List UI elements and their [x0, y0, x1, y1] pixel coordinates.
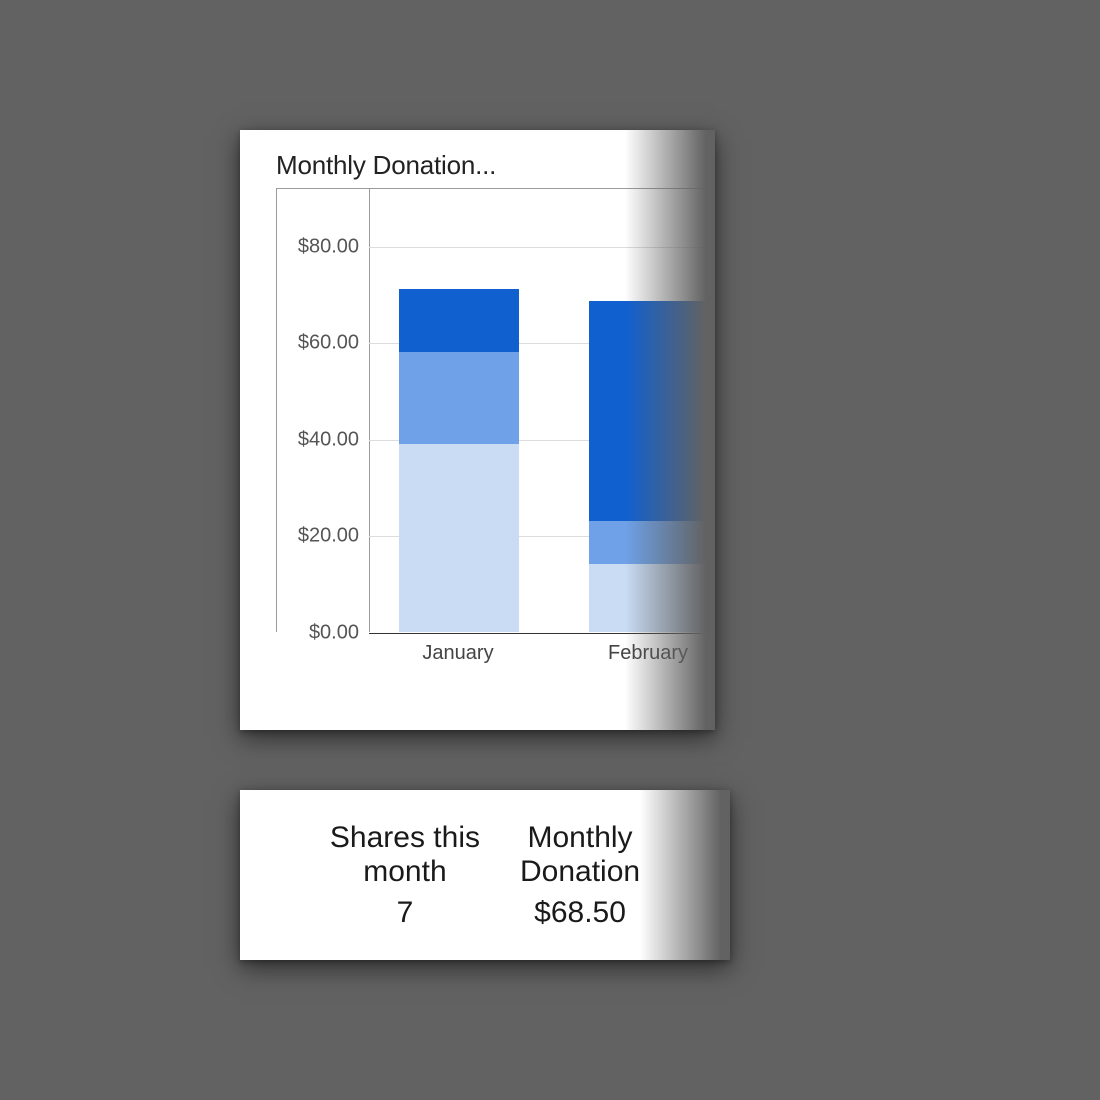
summary-donation-value: $68.50	[520, 896, 640, 930]
chart-bar-segment	[589, 521, 709, 564]
summary-donation: MonthlyDonation $68.50	[520, 821, 640, 930]
chart-x-axis	[369, 633, 715, 634]
summary-shares-value: 7	[330, 896, 480, 930]
chart-bar-segment	[399, 289, 519, 352]
chart-bar-february	[589, 301, 709, 632]
canvas: Monthly Donation... $0.00 $20.00 $40.00 $60…	[0, 0, 1100, 1100]
chart-bar-segment	[589, 301, 709, 521]
chart-plot-inner: $0.00$20.00$40.00$60.00$80.00	[276, 188, 715, 632]
summary-donation-label: MonthlyDonation	[520, 821, 640, 890]
summary-shares: Shares thismonth 7	[330, 821, 480, 930]
summary-shares-label: Shares thismonth	[330, 821, 480, 890]
chart-y-tick-label: $0.00	[277, 622, 359, 645]
chart-x-tick-label: February	[608, 642, 688, 665]
chart-y-tick-label: $40.00	[277, 428, 359, 451]
chart-title: Monthly Donation...	[276, 150, 496, 181]
chart-y-axis	[369, 189, 370, 632]
chart-y-tick-label: $80.00	[277, 235, 359, 258]
summary-fade-overlay	[640, 790, 730, 960]
summary-card: Shares thismonth 7 MonthlyDonation $68.5…	[240, 790, 730, 960]
chart-x-tick-label: January	[422, 642, 493, 665]
chart-plot: $0.00 $20.00 $40.00 $60.00 $80.00 January Feb…	[276, 188, 715, 672]
chart-bar-segment	[399, 352, 519, 444]
chart-y-tick-label: $60.00	[277, 332, 359, 355]
chart-bar-segment	[399, 444, 519, 632]
chart-y-tick-label: $20.00	[277, 525, 359, 548]
chart-card: Monthly Donation... $0.00 $20.00 $40.00 $60…	[240, 130, 715, 730]
chart-gridline	[369, 247, 715, 248]
chart-bar-segment	[589, 564, 709, 632]
chart-bar-january	[399, 289, 519, 632]
